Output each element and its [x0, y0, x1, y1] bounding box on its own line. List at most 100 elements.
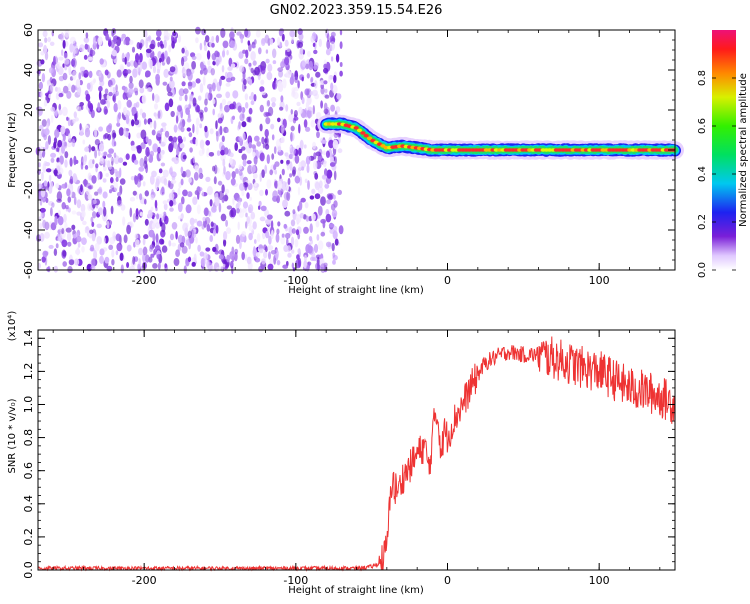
noise-blob: [204, 92, 210, 101]
noise-blob: [148, 138, 152, 146]
noise-blob: [234, 142, 238, 152]
noise-blob: [113, 152, 117, 158]
noise-blob: [254, 239, 257, 244]
noise-blob: [119, 178, 126, 185]
noise-blob: [40, 59, 45, 65]
noise-blob: [187, 81, 193, 87]
noise-blob: [298, 200, 303, 211]
noise-blob: [303, 226, 309, 234]
noise-blob: [320, 196, 326, 206]
noise-blob: [72, 70, 77, 81]
noise-blob: [253, 155, 258, 165]
noise-blob: [69, 157, 73, 167]
noise-blob: [212, 108, 215, 116]
noise-blob: [61, 239, 68, 248]
noise-blob: [53, 55, 56, 66]
noise-blob: [105, 173, 109, 177]
noise-blob: [148, 229, 155, 238]
noise-blob: [67, 241, 72, 247]
noise-blob: [154, 103, 158, 110]
noise-blob: [168, 192, 175, 200]
noise-blob: [76, 104, 79, 111]
noise-blob: [271, 134, 275, 141]
noise-blob: [190, 94, 194, 100]
noise-blob: [102, 200, 106, 209]
noise-blob: [199, 251, 205, 257]
noise-blob: [172, 31, 177, 37]
noise-blob: [160, 212, 165, 223]
noise-blob: [202, 67, 208, 76]
noise-blob: [122, 92, 127, 100]
noise-blob: [229, 157, 233, 165]
noise-blob: [284, 56, 290, 66]
noise-blob: [145, 70, 151, 78]
noise-blob: [328, 74, 331, 83]
noise-blob: [263, 250, 268, 259]
noise-blob: [310, 119, 316, 128]
noise-blob: [169, 233, 175, 241]
noise-blob: [209, 199, 213, 207]
noise-blob: [324, 183, 330, 189]
noise-blob: [244, 28, 249, 38]
snr-multiplier-label: (x10⁴): [7, 311, 18, 342]
noise-blob: [58, 209, 61, 216]
noise-blob: [116, 200, 123, 207]
noise-blob: [108, 148, 114, 154]
noise-blob: [301, 59, 307, 68]
noise-blob: [188, 132, 193, 138]
noise-blob: [115, 90, 119, 96]
noise-blob: [224, 188, 230, 194]
noise-blob: [195, 53, 202, 61]
noise-blob: [230, 76, 236, 82]
noise-blob: [139, 42, 143, 49]
noise-blob: [220, 75, 226, 80]
noise-blob: [242, 159, 247, 167]
noise-blob: [284, 39, 289, 47]
noise-blob: [321, 174, 328, 180]
noise-blob: [206, 223, 211, 232]
noise-blob: [194, 165, 200, 172]
noise-blob: [241, 153, 247, 161]
noise-blob: [262, 143, 266, 149]
noise-blob: [149, 59, 153, 70]
noise-blob: [329, 133, 334, 138]
noise-blob: [149, 121, 153, 128]
noise-blob: [248, 142, 252, 149]
noise-blob: [60, 125, 66, 135]
noise-blob: [289, 161, 293, 171]
noise-blob: [321, 160, 327, 165]
noise-blob: [106, 100, 110, 108]
noise-blob: [280, 136, 285, 144]
noise-blob: [182, 154, 187, 160]
noise-blob: [313, 65, 319, 70]
noise-blob: [123, 72, 128, 78]
noise-blob: [67, 196, 72, 203]
noise-blob: [45, 141, 49, 150]
noise-blob: [61, 49, 64, 56]
snr-x-ticks: -200 -100 0 100: [52, 330, 661, 587]
noise-blob: [173, 124, 178, 133]
noise-blob: [245, 102, 249, 109]
noise-blob: [159, 57, 162, 63]
noise-blob: [98, 186, 103, 195]
noise-blob: [108, 91, 113, 97]
noise-blob: [229, 31, 235, 40]
noise-blob: [187, 230, 192, 239]
noise-blob: [181, 68, 187, 77]
noise-blob: [259, 123, 263, 132]
noise-blob: [336, 93, 342, 100]
noise-blob: [81, 69, 85, 77]
noise-blob: [106, 125, 112, 133]
noise-blob: [285, 104, 289, 112]
noise-blob: [216, 150, 221, 157]
noise-blob: [145, 136, 149, 143]
noise-blob: [199, 83, 204, 93]
noise-blob: [177, 202, 183, 213]
noise-blob: [113, 141, 117, 147]
y-tick-label: 0.0: [22, 561, 35, 579]
noise-blob: [53, 109, 59, 116]
noise-blob: [117, 192, 121, 197]
noise-blob: [266, 214, 273, 220]
noise-blob: [282, 78, 287, 89]
noise-blob: [287, 177, 291, 186]
